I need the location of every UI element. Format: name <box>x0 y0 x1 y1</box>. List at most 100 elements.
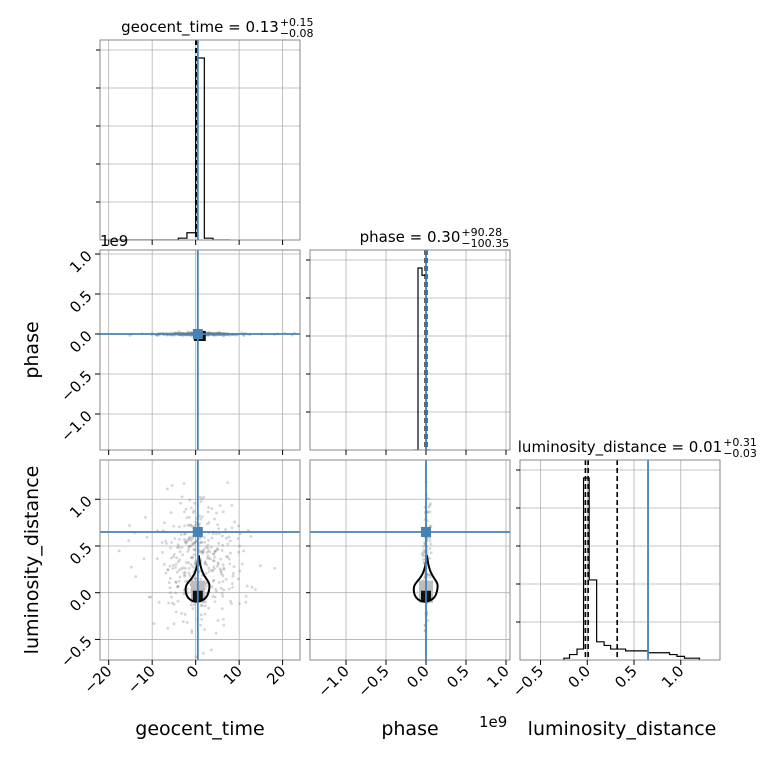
scatter-point <box>214 587 217 591</box>
scatter-point <box>209 648 213 652</box>
scatter-point <box>193 577 197 581</box>
scatter-point <box>166 568 170 572</box>
panel-frame <box>519 459 721 661</box>
scatter-point <box>421 551 425 555</box>
scatter-point <box>427 497 431 501</box>
scatter-point <box>211 559 215 563</box>
scatter-point <box>183 612 187 616</box>
scatter-point <box>178 575 182 579</box>
scatter-point <box>207 521 211 524</box>
scatter-point <box>190 543 194 546</box>
scatter-point <box>164 571 168 575</box>
scatter-point <box>180 612 183 615</box>
scatter-point <box>167 581 171 584</box>
truth-marker <box>421 526 431 537</box>
scatter-point <box>222 567 226 571</box>
title-plus: +0.31 <box>723 436 757 449</box>
panel-content <box>414 250 430 450</box>
scatter-point <box>187 544 191 548</box>
scatter-point <box>230 503 234 507</box>
scatter-point <box>181 553 184 557</box>
scatter-point <box>189 563 193 566</box>
scatter-point <box>200 540 203 544</box>
scatter-point <box>228 562 232 566</box>
panel-geocent_time-geocent_time <box>96 39 301 245</box>
scatter-point <box>237 577 240 581</box>
scatter-point <box>229 599 232 603</box>
panel-luminosity_distance-geocent_time <box>95 459 301 665</box>
panel-phase-geocent_time <box>95 249 301 455</box>
panel-title: luminosity_distance = 0.01 +0.31−0.03 <box>518 436 757 460</box>
scatter-point <box>220 548 224 552</box>
scatter-point <box>191 536 195 540</box>
panel-title: geocent_time = 0.13 +0.15−0.08 <box>121 16 313 40</box>
scatter-point <box>204 584 208 588</box>
scatter-point <box>176 585 180 589</box>
scatter-point <box>207 506 210 509</box>
scatter-point <box>127 539 131 543</box>
scatter-point <box>238 602 241 606</box>
scatter-point <box>222 334 226 338</box>
scatter-point <box>199 550 203 553</box>
scatter-point <box>182 482 186 485</box>
scatter-point <box>161 551 164 554</box>
scatter-point <box>428 536 432 540</box>
scatter-point <box>206 510 210 514</box>
scatter-point <box>201 550 205 554</box>
scatter-point <box>203 628 206 631</box>
scatter-point <box>194 559 198 563</box>
x-tick-label: 0.0 <box>565 662 595 692</box>
scatter-point <box>230 602 233 605</box>
scatter-point <box>177 579 181 583</box>
scatter-point <box>222 566 226 570</box>
scatter-point <box>169 556 173 560</box>
title-plus: +90.28 <box>461 226 502 239</box>
scatter-point <box>177 546 181 549</box>
scatter-point <box>162 521 166 525</box>
scatter-point <box>213 549 217 553</box>
scatter-point <box>202 547 206 551</box>
scatter-point <box>221 574 225 577</box>
scatter-point <box>172 603 176 606</box>
scatter-point <box>186 549 190 553</box>
scatter-point <box>172 552 176 556</box>
y-axis-label: luminosity_distance <box>21 466 43 655</box>
scatter-point <box>194 523 198 527</box>
scatter-point <box>221 334 225 338</box>
scatter-point <box>144 515 147 519</box>
scatter-point <box>181 620 185 624</box>
scatter-point <box>229 551 232 555</box>
scatter-point <box>193 548 197 552</box>
scatter-point <box>192 541 195 545</box>
panel-content <box>100 40 231 240</box>
scatter-point <box>422 560 426 564</box>
y-tick-label: −1.0 <box>57 407 95 445</box>
y-tick-label: 0.5 <box>66 287 96 317</box>
scatter-point <box>221 543 225 547</box>
scatter-point <box>172 524 176 528</box>
scatter-point <box>249 535 253 538</box>
scatter-point <box>190 506 193 510</box>
scatter-point <box>224 577 228 581</box>
scatter-point <box>421 554 425 558</box>
scatter-point <box>214 532 218 536</box>
scatter-point <box>429 502 432 506</box>
scatter-point <box>176 599 180 603</box>
scatter-point <box>194 655 198 659</box>
scatter-point <box>176 560 180 564</box>
scatter-point <box>221 580 225 583</box>
scatter-point <box>181 566 185 570</box>
scatter-point <box>250 585 254 589</box>
scatter-point <box>188 574 192 578</box>
scatter-point <box>213 600 217 604</box>
scatter-point <box>215 511 218 515</box>
title-text: geocent_time = 0.13 <box>121 18 279 37</box>
scatter-point <box>177 330 181 334</box>
scatter-point <box>427 505 431 509</box>
scatter-point <box>226 481 230 485</box>
x-axis-label: luminosity_distance <box>528 718 717 740</box>
scatter-point <box>220 607 224 610</box>
scatter-point <box>169 546 173 550</box>
scatter-point <box>221 510 225 514</box>
scatter-point <box>192 602 196 606</box>
